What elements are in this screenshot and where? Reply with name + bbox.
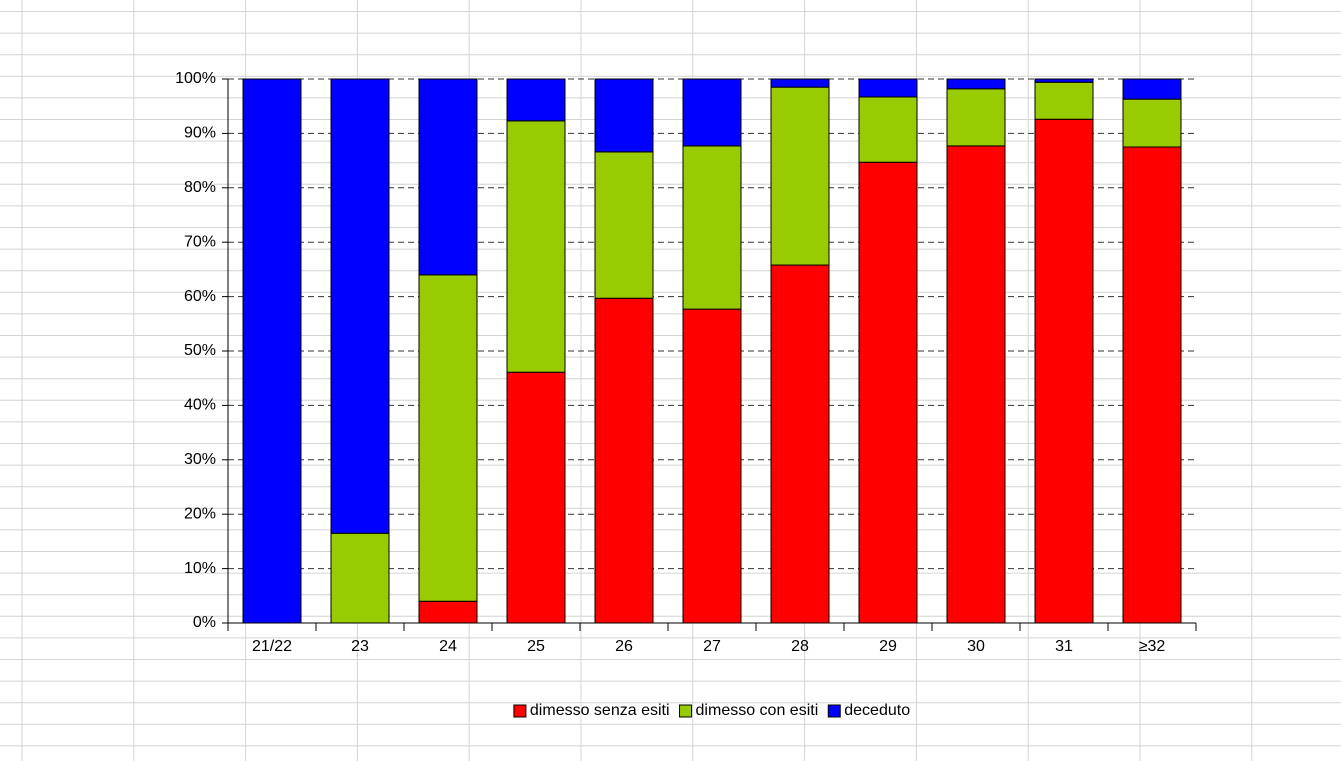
- y-tick-label: 100%: [175, 70, 216, 87]
- y-tick-label: 20%: [184, 505, 216, 522]
- bar-segment: [506, 371, 566, 624]
- y-tick-label: 70%: [184, 233, 216, 250]
- bar-segment: [682, 78, 742, 147]
- legend-swatch: [679, 704, 693, 718]
- x-tick-label: 28: [791, 638, 809, 655]
- y-tick-label: 80%: [184, 179, 216, 196]
- bar-segment: [506, 120, 566, 373]
- bar-segment: [1034, 81, 1094, 120]
- x-tick-label: ≥32: [1139, 638, 1166, 655]
- y-tick-label: 90%: [184, 125, 216, 142]
- bar-segment: [1034, 78, 1094, 83]
- x-tick-label: 27: [703, 638, 721, 655]
- bar-segment: [770, 78, 830, 88]
- x-tick-label: 29: [879, 638, 897, 655]
- bar-segment: [682, 308, 742, 624]
- bar-segment: [418, 600, 478, 624]
- bar-segment: [682, 145, 742, 310]
- x-tick-label: 24: [439, 638, 457, 655]
- bar-segment: [330, 532, 390, 624]
- bar-segment: [770, 86, 830, 266]
- bar-segment: [946, 145, 1006, 624]
- bar-segment: [594, 78, 654, 153]
- bar-segment: [770, 264, 830, 624]
- legend-swatch: [513, 704, 527, 718]
- y-tick-label: 0%: [193, 614, 216, 631]
- bar-segment: [1034, 118, 1094, 624]
- x-tick-label: 23: [351, 638, 369, 655]
- bar-segment: [858, 78, 918, 98]
- y-tick-label: 60%: [184, 288, 216, 305]
- legend-swatch: [827, 704, 841, 718]
- x-tick-label: 21/22: [252, 638, 292, 655]
- bar-segment: [1122, 146, 1182, 624]
- bar-segment: [858, 161, 918, 624]
- y-tick-label: 40%: [184, 397, 216, 414]
- x-tick-label: 31: [1055, 638, 1073, 655]
- x-tick-label: 26: [615, 638, 633, 655]
- bar-segment: [242, 78, 302, 624]
- x-tick-label: 30: [967, 638, 985, 655]
- x-tick-label: 25: [527, 638, 545, 655]
- y-tick-label: 30%: [184, 451, 216, 468]
- y-tick-label: 50%: [184, 342, 216, 359]
- bar-segment: [418, 274, 478, 602]
- bar-segment: [858, 96, 918, 163]
- bar-segment: [418, 78, 478, 276]
- bar-segment: [946, 88, 1006, 147]
- bar-segment: [594, 297, 654, 624]
- bar-segment: [1122, 98, 1182, 148]
- bar-segment: [946, 78, 1006, 90]
- bar-segment: [330, 78, 390, 534]
- bar-segment: [1122, 78, 1182, 100]
- bar-segment: [506, 78, 566, 122]
- legend-label: dimesso con esiti: [696, 702, 819, 719]
- y-tick-label: 10%: [184, 560, 216, 577]
- legend-label: dimesso senza esiti: [530, 702, 670, 719]
- bar-segment: [594, 151, 654, 299]
- legend-label: deceduto: [844, 702, 910, 719]
